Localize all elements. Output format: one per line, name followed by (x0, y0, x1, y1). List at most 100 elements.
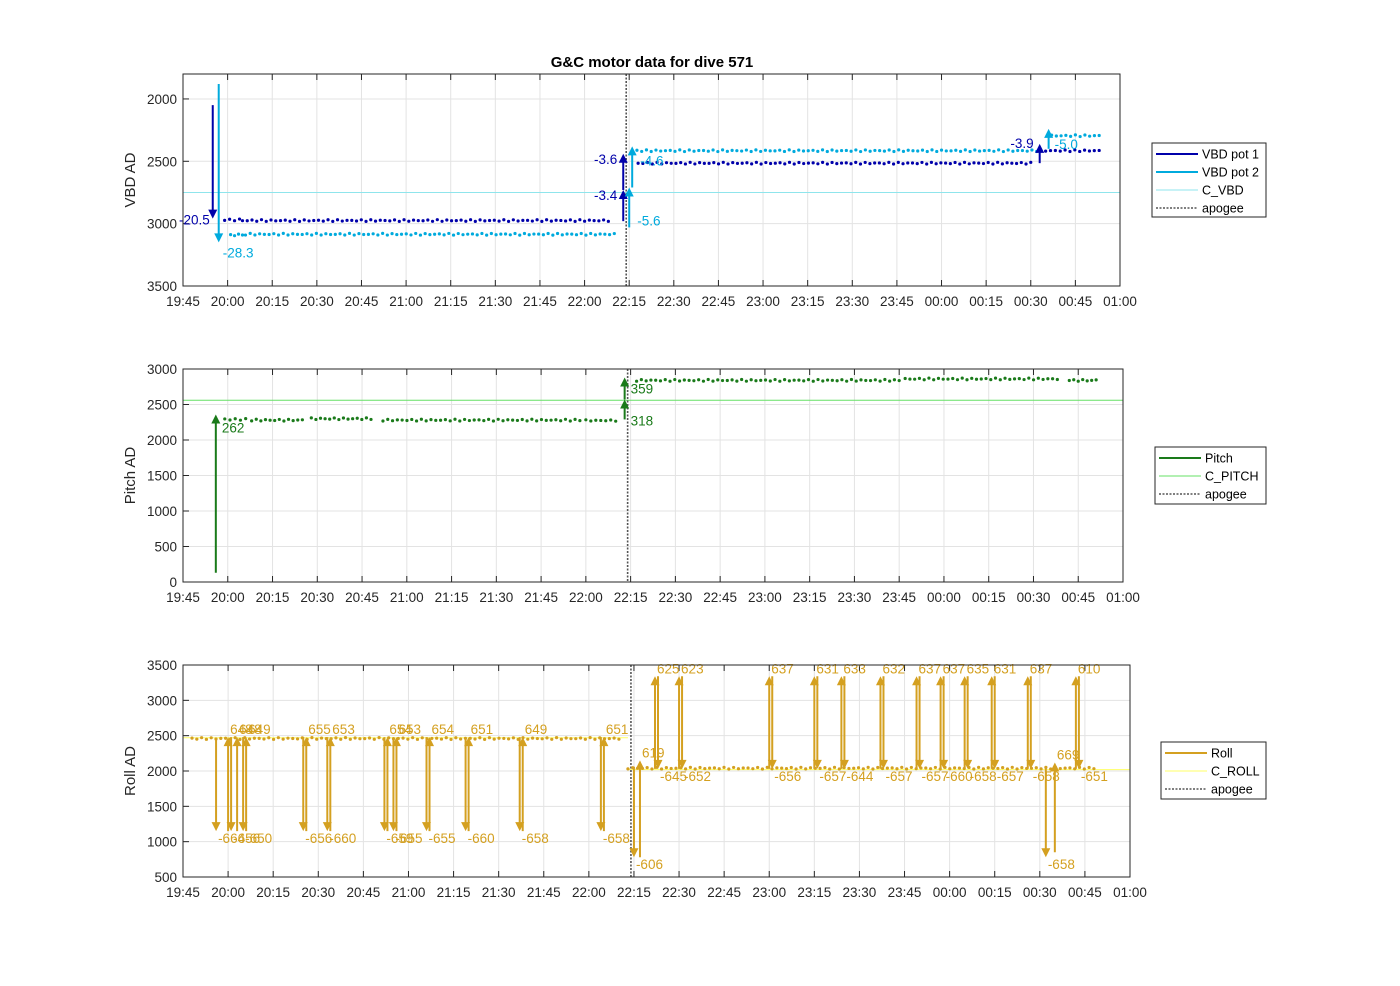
pitch-data-point (955, 378, 960, 382)
vbd-data-point (897, 148, 901, 152)
vbd-data-point (565, 232, 569, 236)
roll-data-point (315, 737, 319, 741)
vbd-data-point (464, 219, 468, 223)
pitch-data-point (573, 417, 577, 421)
pitch-data-point (233, 417, 237, 421)
pitch-ytick-label: 500 (154, 540, 177, 555)
roll-data-point (1005, 767, 1010, 771)
vbd-xtick-label: 23:45 (880, 294, 914, 309)
vbd-data-point (314, 231, 318, 235)
roll-data-point (430, 736, 434, 741)
vbd-data-point (385, 233, 389, 237)
vbd-legend-label: VBD pot 2 (1202, 166, 1259, 180)
vbd-ytick-label: 3000 (147, 217, 177, 232)
vbd-data-point (483, 219, 487, 223)
roll-arrow-label: -660 (329, 831, 356, 846)
roll-arrow-label: 631 (816, 661, 839, 676)
vbd-data-point (1097, 148, 1101, 153)
vbd-data-point (350, 218, 354, 222)
roll-arrow-label: 623 (681, 661, 704, 676)
vbd-data-point (844, 148, 848, 153)
vbd-data-point (411, 218, 416, 222)
vbd-data-point (345, 218, 349, 222)
roll-data-point (367, 736, 372, 740)
vbd-data-point (1019, 160, 1023, 165)
roll-data-point (358, 737, 362, 741)
roll-xtick-label: 22:00 (572, 885, 606, 900)
vbd-data-point (1024, 162, 1028, 166)
vbd-data-point (868, 162, 872, 166)
pitch-data-point (835, 379, 839, 383)
vbd-data-point (877, 161, 881, 165)
vbd-data-point (535, 218, 539, 222)
roll-data-point (459, 737, 463, 741)
roll-data-point (861, 767, 865, 771)
roll-xtick-label: 23:45 (888, 885, 922, 900)
roll-data-point (478, 736, 482, 740)
pitch-data-point (1050, 377, 1055, 381)
vbd-data-point (910, 161, 915, 165)
roll-data-point (866, 765, 870, 769)
vbd-data-point (449, 219, 454, 223)
pitch-data-point (364, 416, 369, 420)
pitch-ytick-label: 0 (169, 575, 177, 590)
vbd-legend-label: C_VBD (1202, 184, 1244, 198)
vbd-panel: 19:45 20:00 20:15 20:30 20:45 21:00 21:15 21:30… (122, 73, 1267, 309)
pitch-data-point (1022, 377, 1026, 382)
vbd-data-point (868, 149, 872, 153)
vbd-data-point (338, 232, 342, 236)
vbd-data-point (839, 161, 844, 165)
pitch-data-point (250, 419, 254, 423)
vbd-data-point (1059, 134, 1063, 138)
roll-arrow-label: 649 (525, 722, 548, 737)
vbd-arrow-head (618, 153, 628, 163)
vbd-data-point (1058, 149, 1062, 153)
roll-data-point (775, 766, 779, 770)
roll-data-point (799, 765, 803, 769)
pitch-data-point (744, 379, 749, 383)
vbd-data-point (754, 148, 758, 152)
vbd-xtick-label: 22:00 (568, 294, 602, 309)
vbd-data-point (418, 233, 423, 237)
pitch-data-point (1036, 376, 1040, 380)
vbd-data-point (516, 219, 520, 223)
pitch-data-point (883, 377, 887, 382)
roll-ytick-label: 1500 (147, 799, 177, 814)
vbd-data-point (295, 232, 300, 237)
vbd-data-point (778, 161, 782, 165)
vbd-data-point (352, 233, 356, 237)
vbd-data-point (551, 233, 555, 237)
vbd-arrow-label: -5.0 (1055, 137, 1078, 152)
roll-legend-label: C_ROLL (1211, 765, 1260, 779)
pitch-data-point (328, 417, 332, 421)
vbd-data-point (278, 219, 283, 223)
pitch-data-point (868, 378, 873, 383)
vbd-data-point (1078, 134, 1082, 139)
vbd-xtick-label: 19:45 (166, 294, 200, 309)
vbd-data-point (1073, 148, 1077, 152)
pitch-data-point (720, 378, 725, 383)
pitch-xtick-label: 22:45 (703, 590, 737, 605)
vbd-data-point (409, 233, 413, 237)
vbd-data-point (321, 219, 325, 223)
pitch-data-point (706, 377, 710, 382)
roll-arrow-label: 631 (994, 661, 1017, 676)
pitch-data-point (477, 418, 481, 422)
pitch-data-point (692, 379, 696, 383)
roll-arrow-head (677, 759, 687, 769)
pitch-data-point (840, 378, 844, 382)
vbd-xtick-label: 23:30 (835, 294, 869, 309)
vbd-data-point (480, 231, 484, 236)
roll-data-point (497, 736, 501, 740)
vbd-data-point (668, 148, 672, 152)
pitch-data-point (254, 417, 258, 421)
vbd-data-point (378, 218, 382, 222)
pitch-data-point (482, 419, 486, 423)
vbd-data-point (475, 233, 479, 237)
roll-arrow-head (939, 759, 949, 769)
pitch-data-point (951, 376, 955, 381)
pitch-legend-label: apogee (1205, 488, 1247, 502)
roll-arrow-head (653, 759, 663, 769)
roll-data-point (200, 736, 204, 740)
